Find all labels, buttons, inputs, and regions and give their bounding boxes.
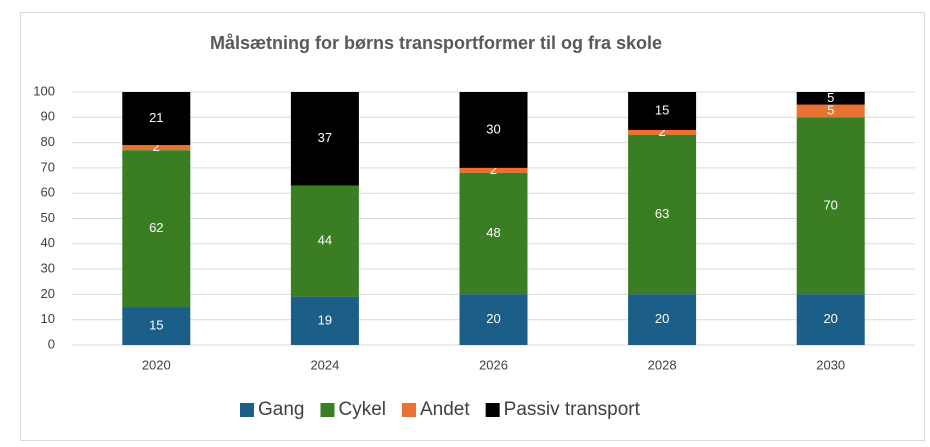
data-label: 62 xyxy=(149,220,163,235)
x-tick-label: 2028 xyxy=(648,357,677,372)
data-label: 63 xyxy=(655,206,669,221)
data-label: 2 xyxy=(153,139,160,154)
legend-swatch xyxy=(402,403,416,417)
bar-segment xyxy=(459,92,528,168)
data-label: 37 xyxy=(318,130,332,145)
legend-label: Cykel xyxy=(338,399,386,420)
bar-segment xyxy=(628,135,697,295)
bar-segment xyxy=(796,104,865,118)
y-tick-label: 0 xyxy=(48,336,55,351)
data-label: 48 xyxy=(486,225,500,240)
bar-segment xyxy=(796,294,865,345)
bar-segment xyxy=(122,145,191,151)
bar-segment xyxy=(628,129,697,136)
x-tick-label: 2024 xyxy=(310,357,339,372)
bar-segment xyxy=(459,172,528,295)
y-tick-label: 90 xyxy=(41,109,55,124)
data-label: 20 xyxy=(486,311,500,326)
bar-segment xyxy=(628,294,697,345)
bar-segment xyxy=(290,185,359,297)
bar-segment xyxy=(459,294,528,345)
bar-segment xyxy=(459,167,528,173)
y-tick-label: 20 xyxy=(41,286,55,301)
y-tick-label: 100 xyxy=(33,83,55,98)
data-label: 20 xyxy=(823,311,837,326)
data-label: 15 xyxy=(149,317,163,332)
data-label: 70 xyxy=(823,197,837,212)
data-label: 19 xyxy=(318,312,332,327)
chart-title: Målsætning for børns transportformer til… xyxy=(210,33,662,53)
legend-swatch xyxy=(320,403,335,417)
legend-label: Gang xyxy=(258,399,304,420)
data-label: 20 xyxy=(655,311,669,326)
bar-segment xyxy=(122,150,191,308)
x-tick-label: 2026 xyxy=(479,357,508,372)
y-tick-label: 30 xyxy=(41,261,55,276)
bar-segment xyxy=(796,92,865,105)
bar-segment xyxy=(122,307,191,345)
y-tick-label: 40 xyxy=(41,235,55,250)
x-tick-label: 2030 xyxy=(816,357,845,372)
y-tick-label: 80 xyxy=(41,134,55,149)
y-tick-label: 60 xyxy=(41,185,55,200)
legend-label: Passiv transport xyxy=(504,399,641,420)
data-label: 2 xyxy=(658,124,665,139)
bar-segment xyxy=(122,92,191,146)
y-tick-label: 50 xyxy=(41,210,55,225)
data-label: 21 xyxy=(149,110,163,125)
data-label: 30 xyxy=(486,121,500,136)
bar-segment xyxy=(796,117,865,295)
bar-segment xyxy=(290,296,359,345)
bar-segment xyxy=(290,92,359,186)
legend-label: Andet xyxy=(420,399,470,420)
data-label: 5 xyxy=(827,102,834,117)
data-label: 2 xyxy=(490,162,497,177)
bar-segment xyxy=(628,92,697,130)
legend-swatch xyxy=(485,403,500,417)
y-tick-label: 70 xyxy=(41,159,55,174)
x-tick-label: 2020 xyxy=(142,357,171,372)
data-label: 44 xyxy=(318,233,332,248)
data-label: 15 xyxy=(655,102,669,117)
y-tick-label: 10 xyxy=(41,311,55,326)
data-label: 5 xyxy=(827,90,834,105)
legend-swatch xyxy=(240,403,254,417)
